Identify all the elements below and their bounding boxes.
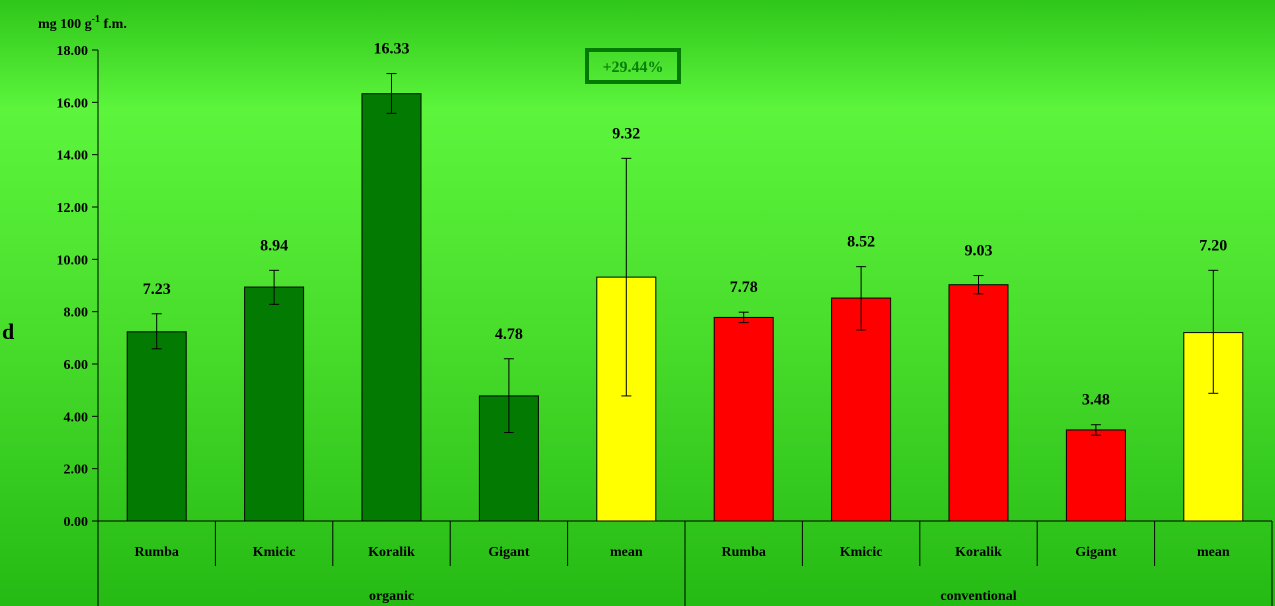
y-axis-unit-label: mg 100 g-1 f.m. — [38, 14, 127, 32]
data-label: 9.32 — [612, 125, 640, 142]
x-tick-label: Koralik — [368, 545, 415, 560]
x-tick-label: Koralik — [955, 545, 1002, 560]
bar-organic-kmicic — [244, 286, 305, 522]
x-tick-label: mean — [610, 545, 643, 560]
y-tick-label: 2.00 — [64, 463, 89, 478]
data-label: 16.33 — [374, 41, 410, 58]
bar-conventional-rumba — [713, 316, 774, 522]
side-label: d — [2, 319, 14, 344]
y-tick-label: 4.00 — [64, 410, 89, 425]
group-label-organic: organic — [369, 589, 414, 604]
x-tick-label: Gigant — [1075, 545, 1117, 560]
bar-conventional-gigant — [1065, 429, 1126, 522]
x-tick-label: Kmicic — [840, 545, 883, 560]
y-tick-label: 10.00 — [57, 253, 89, 268]
x-tick-label: Gigant — [488, 545, 530, 560]
y-tick-label: 6.00 — [64, 358, 89, 373]
x-tick-label: Rumba — [135, 545, 179, 560]
y-tick-label: 8.00 — [64, 306, 89, 321]
data-label: 8.52 — [847, 234, 875, 251]
data-label: 7.78 — [730, 279, 758, 296]
y-tick-label: 14.00 — [57, 149, 89, 164]
annotation-text: +29.44% — [602, 59, 663, 76]
y-tick-label: 18.00 — [57, 44, 89, 59]
bar-conventional-kmicic — [831, 297, 892, 522]
data-label: 7.23 — [143, 281, 171, 298]
x-tick-label: Kmicic — [253, 545, 296, 560]
bar-organic-koralik — [361, 93, 422, 522]
y-tick-label: 16.00 — [57, 96, 89, 111]
y-tick-label: 0.00 — [64, 515, 89, 530]
x-tick-label: mean — [1197, 545, 1230, 560]
bar-conventional-koralik — [948, 284, 1009, 522]
x-tick-label: Rumba — [722, 545, 766, 560]
data-label: 9.03 — [965, 243, 993, 260]
data-label: 7.20 — [1199, 237, 1227, 254]
bar-organic-rumba — [126, 331, 187, 522]
data-label: 3.48 — [1082, 392, 1110, 409]
y-tick-label: 12.00 — [57, 201, 89, 216]
data-label: 4.78 — [495, 326, 523, 343]
data-label: 8.94 — [260, 237, 288, 254]
annotation-box: +29.44% — [585, 48, 681, 84]
group-label-conventional: conventional — [940, 589, 1016, 604]
